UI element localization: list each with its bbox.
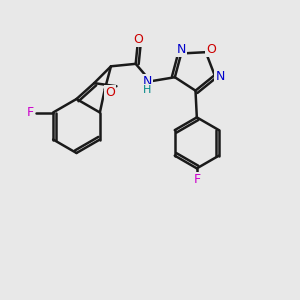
Text: H: H — [143, 85, 151, 95]
Text: N: N — [142, 75, 152, 88]
Text: F: F — [193, 173, 200, 186]
Text: O: O — [105, 86, 115, 99]
Text: N: N — [176, 44, 186, 56]
Text: O: O — [133, 33, 143, 46]
Text: O: O — [206, 43, 216, 56]
Text: F: F — [27, 106, 34, 119]
Text: N: N — [215, 70, 225, 83]
